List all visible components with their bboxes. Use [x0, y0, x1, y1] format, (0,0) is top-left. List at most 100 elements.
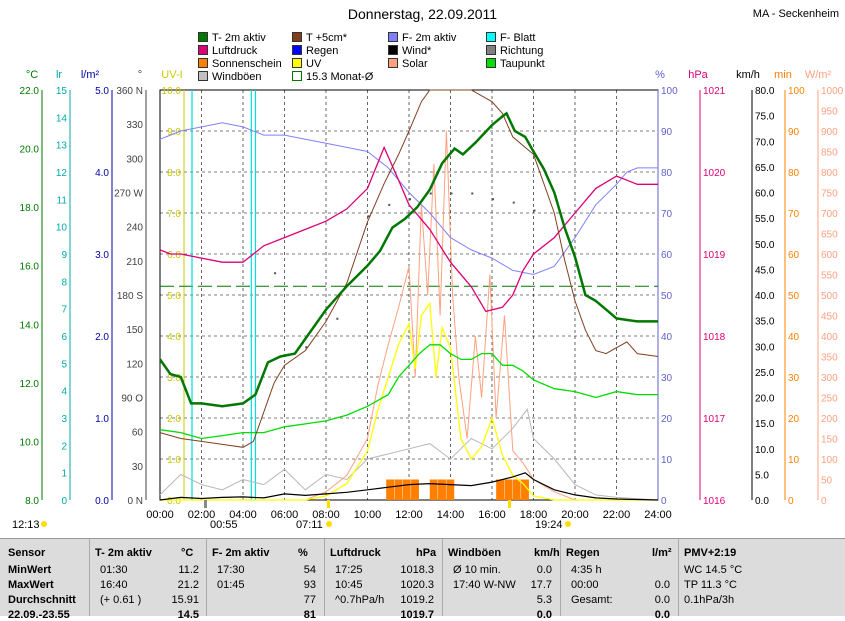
legend-swatch — [388, 32, 398, 42]
legend-item: Regen — [292, 45, 338, 57]
table-header: Windböen — [448, 547, 502, 559]
axis-unit-label: °C — [26, 69, 38, 81]
direction-dot — [409, 198, 411, 201]
legend-item: Luftdruck — [198, 45, 257, 57]
x-tick-label: 22:00 — [603, 509, 631, 521]
direction-dot — [429, 192, 432, 195]
axis-tick-label: 800 — [821, 168, 838, 179]
table-cell: 17:40 W-NW — [453, 579, 516, 591]
x-tick-label: 02:00 — [188, 509, 216, 521]
table-cell-value: 1019.7 — [400, 609, 434, 621]
legend-label: T- 2m aktiv — [212, 32, 266, 44]
axis-tick-label: 60.0 — [755, 189, 775, 200]
axis-tick-label: 270 W — [114, 189, 143, 200]
table-separator — [324, 539, 325, 616]
axis-unit-label: lr — [56, 69, 62, 81]
axis-tick-label: 2.0 — [95, 332, 109, 343]
axis-tick-label: 90 O — [121, 394, 143, 405]
axis-tick-label: 700 — [821, 209, 838, 220]
axis-tick-label: 210 — [126, 257, 143, 268]
sunshine-bar — [429, 479, 438, 500]
axis-tick-label: 14 — [56, 113, 68, 124]
axis-tick-label: 90 — [788, 127, 800, 138]
series-line-t-2m-aktiv — [158, 111, 658, 408]
axis-tick-label: 10.0 — [20, 437, 40, 448]
axis-tick-label: 200 — [821, 414, 838, 425]
axis-tick-label: 0 — [661, 496, 667, 507]
legend-swatch — [292, 45, 302, 55]
table-cell-value: 14.5 — [177, 609, 199, 621]
axis-tick-label: 7.0 — [167, 209, 181, 220]
direction-dot — [274, 272, 277, 275]
axis-tick-label: 650 — [821, 230, 838, 241]
axis-tick-label: 350 — [821, 353, 838, 364]
table-header: Luftdruck — [330, 547, 381, 559]
axis-tick-label: 65.0 — [755, 163, 775, 174]
legend-label: T +5cm* — [306, 32, 348, 44]
table-cell-value: 1018.3 — [400, 564, 434, 576]
axis-tick-label: 5.0 — [167, 291, 181, 302]
table-cell-value: 21.2 — [177, 579, 199, 591]
axis-tick-label: 150 — [126, 325, 143, 336]
legend-item: 15.3 Monat-Ø — [292, 71, 373, 83]
table-unit: km/h — [534, 547, 560, 559]
direction-dot — [512, 201, 515, 204]
legend-swatch — [292, 58, 302, 68]
direction-dot — [367, 215, 370, 218]
axis-tick-label: 40.0 — [755, 291, 775, 302]
table-cell: (+ 0.61 ) — [100, 594, 142, 606]
axis-tick-label: 0 — [788, 496, 794, 507]
table-unit: % — [298, 547, 308, 559]
sunshine-bar — [386, 479, 395, 500]
sunshine-bar — [446, 479, 455, 500]
table-cell-value: 0.0 — [654, 609, 670, 621]
axis-tick-label: 0.0 — [755, 496, 769, 507]
table-header: T- 2m aktiv — [95, 547, 152, 559]
axis-tick-label: 4.0 — [167, 332, 181, 343]
table-header: PMV+2:19 — [684, 547, 737, 559]
axis-unit-label: ° — [138, 69, 142, 81]
axis-tick-label: 100 — [788, 86, 805, 97]
axis-tick-label: 250 — [821, 394, 838, 405]
x-tick-label: 24:00 — [644, 509, 672, 521]
table-cell: ^0.7hPa/h — [335, 594, 385, 606]
legend-label: Windböen — [212, 71, 262, 83]
direction-dot — [471, 192, 474, 195]
axis-tick-label: 400 — [821, 332, 838, 343]
axis-tick-label: 300 — [126, 154, 143, 165]
axis-tick-label: 75.0 — [755, 112, 775, 123]
time-label-left: 12:13 — [12, 519, 40, 531]
axis-tick-label: 20 — [661, 414, 673, 425]
axis-tick-label: 80 — [788, 168, 800, 179]
axis-tick-label: 10.0 — [162, 86, 182, 97]
table-cell-value: 1020.3 — [400, 579, 434, 591]
table-cell: 00:00 — [571, 579, 599, 591]
station-name: MA - Seckenheim — [752, 8, 839, 20]
direction-dot — [305, 346, 308, 349]
axis-tick-label: 16.0 — [20, 262, 40, 273]
legend-item: Wind* — [388, 45, 431, 57]
axis-tick-label: 80 — [661, 168, 673, 179]
axis-tick-label: 8.0 — [167, 168, 181, 179]
x-tick-label: 16:00 — [478, 509, 506, 521]
x-tick-label: 14:00 — [437, 509, 465, 521]
axis-tick-label: 850 — [821, 148, 838, 159]
axis-tick-label: 2.0 — [167, 414, 181, 425]
axis-tick-label: 9.0 — [167, 127, 181, 138]
legend-label: Regen — [306, 45, 339, 57]
axis-tick-label: 30.0 — [755, 342, 775, 353]
axis-tick-label: 0.0 — [95, 496, 109, 507]
series-line-f-2m-aktiv — [159, 122, 658, 276]
sunshine-bar — [512, 479, 521, 500]
direction-dot — [388, 203, 391, 206]
axis-tick-label: 1019 — [703, 250, 726, 261]
axis-tick-label: 330 — [126, 120, 143, 131]
axis-tick-label: 0 — [61, 496, 67, 507]
table-cell: 16:40 — [100, 579, 128, 591]
axis-tick-label: 45.0 — [755, 265, 775, 276]
table-row-label: Durchschnitt — [8, 594, 76, 606]
axis-tick-label: 40 — [661, 332, 673, 343]
table-cell-value: 0.0 — [654, 594, 670, 606]
table-separator — [560, 539, 561, 616]
legend-item: Richtung — [486, 45, 543, 57]
